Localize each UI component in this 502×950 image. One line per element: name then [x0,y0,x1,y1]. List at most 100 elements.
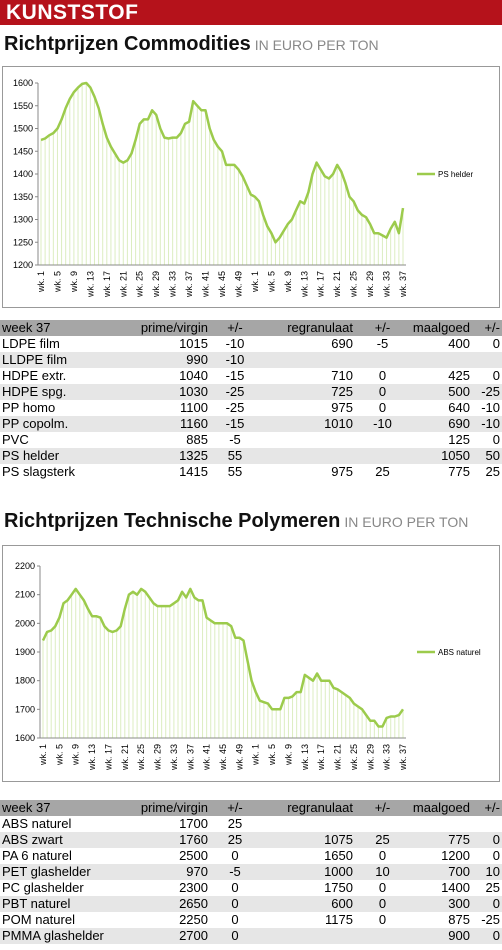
chart: 1200 1250 1300 1350 1400 1450 1500 1550 1600 wk. … [2,66,500,308]
title: Richtprijzen Commodities [4,33,251,55]
table-cell: -10 [210,352,260,368]
table-cell: PMMA glashelder [0,928,125,944]
table-cell: 2300 [179,880,208,895]
table-cell: ABS zwart [0,832,125,848]
table-cell: HDPE spg. [0,384,125,400]
table-cell: 55 [227,464,243,479]
table-cell: 1650 [324,848,353,863]
x-tick-label: wk. 33 [168,271,178,298]
table-cell: 1100 [180,400,208,415]
table-cell: 0 [378,848,387,863]
x-tick-label: wk. 17 [103,744,113,771]
series-line [41,587,405,728]
x-tick-label: wk. 33 [382,271,392,298]
table-cell [260,352,355,368]
table-cell: prime/virgin [125,800,210,816]
table-cell: 725 [260,384,355,400]
table-cell: 0 [492,336,500,351]
x-tick-label: wk. 49 [233,271,243,298]
legend-label: ABS naturel [438,648,481,657]
table-cell: 0 [231,848,239,863]
table-cell: week 37 [0,320,125,336]
y-tick-label: 2100 [15,590,35,600]
table-cell: -10 [355,416,410,432]
table-cell: 0 [378,880,387,895]
table-cell: 1050 [410,448,472,464]
table-cell: +/- [472,320,502,336]
x-tick-label: wk. 9 [283,271,293,293]
x-tick-label: wk. 45 [217,271,227,298]
table-cell: 25 [227,816,243,831]
table-cell [260,928,355,944]
table-cell: -25 [225,400,245,415]
subtitle: IN EURO PER TON [254,37,379,53]
table-row: ABS zwart 1760 25 1075 25 775 0 [0,832,502,848]
table-cell: 885 [186,432,208,447]
table-cell: 2650 [125,896,210,912]
table-cell: 690 [331,336,353,351]
table-cell: +/- [472,800,502,816]
table-cell: POM naturel [2,912,75,927]
table-cell: 0 [378,368,387,383]
table-cell [472,816,502,832]
table-cell: 0 [231,912,239,927]
table-cell: 640 [448,400,470,415]
x-tick-label: wk. 5 [54,744,64,766]
table-cell: PA 6 naturel [2,848,72,863]
table-cell: -10 [472,416,502,432]
table-row: PA 6 naturel 2500 0 1650 0 1200 0 [0,848,502,864]
table-row: PS slagsterk 1415 55 975 25 775 25 [0,464,502,480]
table-cell: -5 [229,432,241,447]
table-row: PVC 885 -5 125 0 [0,432,502,448]
table-cell: 1075 [260,832,355,848]
chart: 1600 1700 1800 1900 2000 2100 2200 wk. 1 wk. 5 wk… [2,545,500,782]
table-cell [355,352,410,368]
subtitle: IN EURO PER TON [344,514,469,530]
table-cell: 990 [125,352,210,368]
table-cell: 1160 [125,416,210,432]
table-cell: 0 [492,368,500,383]
table-row: week 37 prime/virgin +/- regranulaat +/- maal… [0,800,502,816]
table-row: week 37 prime/virgin +/- regranulaat +/- maal… [0,320,502,336]
table-cell: PS helder [0,448,125,464]
table-cell: 775 [448,464,470,479]
table-cell: PS slagsterk [2,464,75,479]
table-cell: 0 [210,896,260,912]
x-tick-label: wk. 29 [365,744,375,771]
x-tick-label: wk. 13 [299,271,309,298]
table-cell: 975 [331,400,353,415]
x-tick-label: wk. 17 [316,271,326,298]
table-cell: 50 [472,448,502,464]
y-tick-label: 2000 [15,618,35,628]
table-cell [260,432,355,448]
table-cell: 1010 [260,416,355,432]
x-tick-label: wk. 5 [266,271,276,293]
x-tick-label: wk. 33 [382,744,392,771]
table-cell [355,432,410,448]
x-tick-label: wk. 37 [184,271,194,298]
table-cell: 25 [485,464,500,479]
table-cell: 400 [448,336,470,351]
table-row: PET glashelder 970 -5 1000 10 700 10 [0,864,502,880]
x-tick-label: wk. 9 [71,744,81,766]
table-cell [260,448,355,464]
section-title: Richtprijzen Commodities IN EURO PER TON [4,33,379,56]
y-tick-label: 1250 [13,237,33,247]
table-cell [355,816,410,832]
x-tick-label: wk. 13 [87,744,97,771]
table-cell: LDPE film [2,336,60,351]
x-tick-label: wk. 25 [136,744,146,771]
price-table: week 37 prime/virgin +/- regranulaat +/- maal… [0,320,502,480]
table-cell: regranulaat [260,320,355,336]
title: Richtprijzen Technische Polymeren [4,510,341,532]
legend-label: PS helder [438,170,473,179]
y-tick-label: 1800 [15,676,35,686]
table-cell: maalgoed [410,320,472,336]
table-cell [355,448,410,464]
table-cell: 1040 [179,368,208,383]
table-cell: 875 [448,912,470,927]
table-cell: 775 [410,832,472,848]
table-cell: -10 [481,400,500,415]
table-cell: 1000 [260,864,355,880]
